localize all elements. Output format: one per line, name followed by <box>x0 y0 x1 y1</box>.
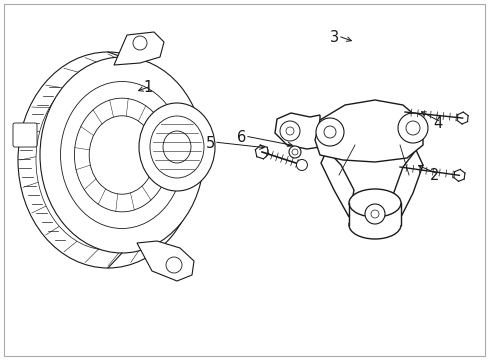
Circle shape <box>291 149 297 155</box>
Text: 5: 5 <box>205 136 215 151</box>
Polygon shape <box>114 32 163 65</box>
Polygon shape <box>274 113 319 149</box>
FancyBboxPatch shape <box>348 203 400 225</box>
FancyBboxPatch shape <box>13 123 37 147</box>
Text: 1: 1 <box>142 80 152 95</box>
Ellipse shape <box>150 116 203 178</box>
Circle shape <box>296 159 307 171</box>
Circle shape <box>165 257 182 273</box>
Circle shape <box>397 113 427 143</box>
Ellipse shape <box>348 211 400 239</box>
Text: 3: 3 <box>329 30 339 45</box>
Ellipse shape <box>163 131 191 163</box>
Ellipse shape <box>61 81 183 229</box>
Ellipse shape <box>18 52 198 268</box>
Polygon shape <box>314 100 422 162</box>
Text: 4: 4 <box>432 116 441 131</box>
Circle shape <box>280 121 299 141</box>
Circle shape <box>324 126 335 138</box>
Polygon shape <box>137 241 194 281</box>
Text: 2: 2 <box>429 168 439 183</box>
Ellipse shape <box>89 116 155 194</box>
Polygon shape <box>392 150 422 217</box>
Circle shape <box>285 127 293 135</box>
Circle shape <box>288 146 301 158</box>
Polygon shape <box>320 150 353 217</box>
Circle shape <box>370 210 378 218</box>
Ellipse shape <box>74 98 169 212</box>
Text: 6: 6 <box>237 130 246 145</box>
Circle shape <box>315 118 343 146</box>
Ellipse shape <box>36 70 180 250</box>
Ellipse shape <box>40 57 203 253</box>
Circle shape <box>405 121 419 135</box>
Circle shape <box>364 204 384 224</box>
Ellipse shape <box>139 103 215 191</box>
Circle shape <box>133 36 147 50</box>
Ellipse shape <box>348 189 400 217</box>
